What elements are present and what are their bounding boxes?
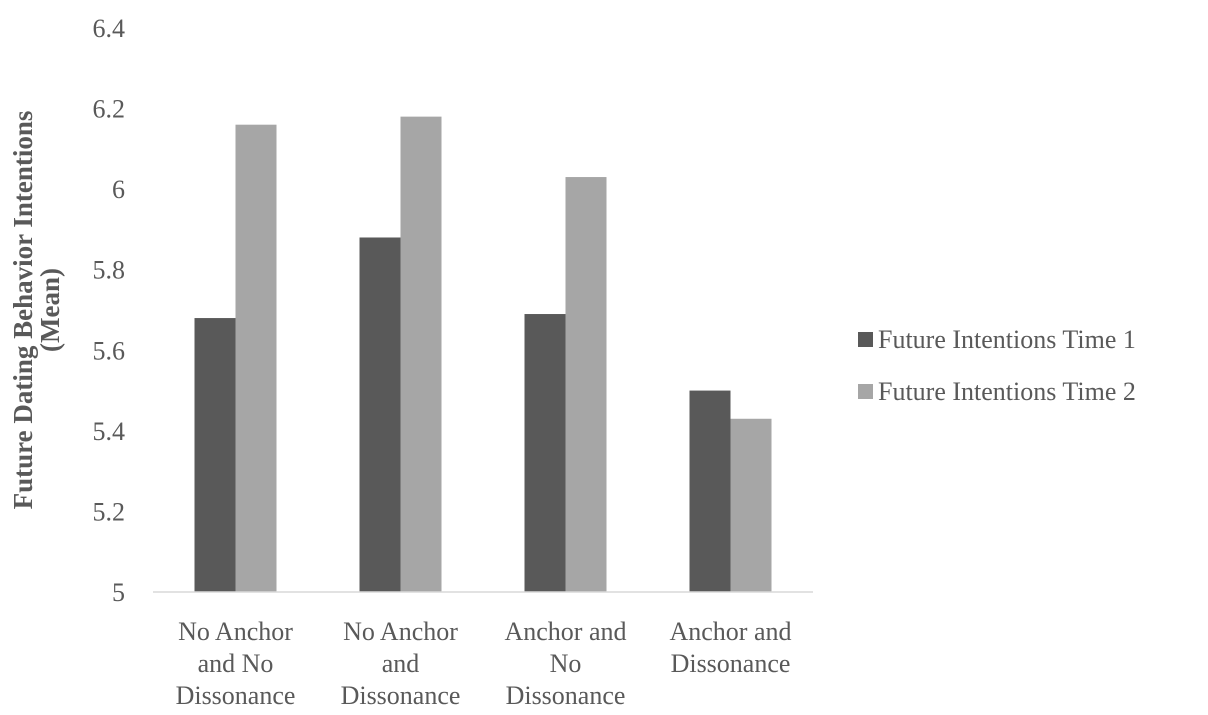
x-category-label: No Anchor and Dissonance — [341, 617, 461, 710]
bars — [194, 116, 772, 593]
y-tick-label: 5 — [112, 578, 125, 607]
bar-series-1-category-1 — [194, 318, 236, 592]
y-tick-label: 5.2 — [93, 497, 126, 526]
bar-series-2-category-1 — [235, 124, 277, 592]
x-category-label: No Anchor and No Dissonance — [176, 617, 296, 710]
y-tick-label: 6 — [112, 175, 125, 204]
bar-series-2-category-2 — [400, 116, 442, 592]
x-category-label-line: Dissonance — [671, 649, 791, 678]
y-tick-label: 5.6 — [93, 336, 126, 365]
x-category-label: Anchor and No Dissonance — [504, 617, 626, 710]
legend: Future Intentions Time 1 Future Intention… — [858, 325, 1136, 406]
x-category-label-line: and No — [198, 649, 274, 678]
x-category-label-line: No — [550, 649, 582, 678]
y-tick-label: 5.8 — [93, 256, 126, 285]
x-category-label-line: and — [382, 649, 420, 678]
legend-label-1: Future Intentions Time 1 — [878, 325, 1136, 354]
y-axis-title-line: Future Dating Behavior Intentions — [8, 111, 38, 510]
x-category-label-line: Dissonance — [176, 681, 296, 710]
bar-series-2-category-4 — [730, 418, 772, 592]
legend-swatch-1 — [858, 332, 873, 347]
x-category-label-line: Anchor and — [669, 617, 791, 646]
x-category-label-line: No Anchor — [343, 617, 458, 646]
y-tick-label: 5.4 — [93, 417, 126, 446]
x-category-label-line: Dissonance — [506, 681, 626, 710]
y-axis-title: Future Dating Behavior Intentions(Mean) — [8, 111, 65, 510]
bar-series-1-category-2 — [359, 237, 401, 592]
legend-label-2: Future Intentions Time 2 — [878, 377, 1136, 406]
x-category-label: Anchor and Dissonance — [669, 617, 791, 678]
legend-swatch-2 — [858, 384, 873, 399]
y-axis-title-line: (Mean) — [35, 268, 65, 352]
x-category-label-line: Anchor and — [504, 617, 626, 646]
bar-series-1-category-3 — [524, 314, 566, 592]
x-axis-category-labels: No Anchor and No Dissonance No Anchor and Dis… — [176, 617, 792, 710]
y-axis-title-text: Future Dating Behavior Intentions(Mean) — [8, 111, 65, 510]
bar-series-1-category-4 — [689, 390, 731, 592]
y-axis-ticks: 5 5.2 5.4 5.6 5.8 6 6.2 6.4 — [93, 14, 126, 607]
bar-series-2-category-3 — [565, 177, 607, 593]
x-category-label-line: Dissonance — [341, 681, 461, 710]
y-tick-label: 6.4 — [93, 14, 126, 43]
x-category-label-line: No Anchor — [178, 617, 293, 646]
y-tick-label: 6.2 — [93, 95, 126, 124]
